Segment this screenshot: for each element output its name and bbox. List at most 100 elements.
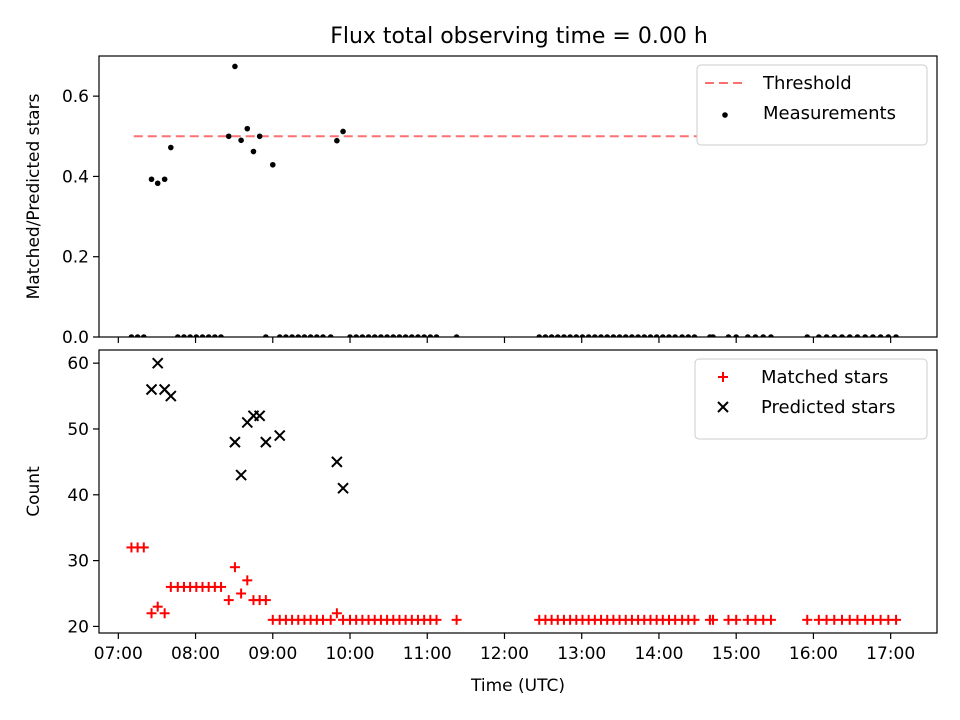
x-tick-label: 14:00	[634, 644, 683, 664]
measurement-point	[232, 63, 238, 70]
legend: Threshold Measurements	[696, 64, 928, 146]
measurement-point	[877, 334, 884, 337]
matched-star-point	[331, 608, 342, 619]
measurement-point	[295, 334, 302, 337]
measurement-point	[585, 334, 592, 337]
measurement-point	[854, 334, 861, 337]
measurement-point	[154, 180, 161, 187]
measurement-point	[256, 133, 263, 140]
matched-star-point	[689, 614, 700, 625]
measurement-point	[839, 334, 845, 337]
measurement-point	[314, 334, 320, 337]
matched-star-point	[765, 614, 776, 625]
measurement-point	[320, 334, 326, 337]
measurement-point	[140, 334, 147, 337]
matched-star-point	[146, 608, 157, 619]
measurement-point	[573, 334, 580, 337]
y-tick-label: 0.2	[62, 248, 89, 268]
measurement-point	[289, 334, 295, 337]
x-tick-label: 15:00	[712, 644, 761, 664]
matched-star-point	[138, 542, 149, 553]
measurement-point	[554, 334, 561, 337]
plot-area	[128, 63, 899, 337]
measurement-point	[433, 334, 440, 337]
count-plot: 20 30 40 50 60 07:00 08:00 09:00 10:00 11:00 12:00…	[24, 349, 938, 696]
measurement-point	[536, 334, 543, 337]
measurement-point	[666, 334, 672, 337]
measurement-point	[263, 334, 269, 337]
x-tick-label: 09:00	[248, 644, 297, 664]
predicted-star-point	[331, 456, 343, 468]
measurement-point	[641, 334, 648, 337]
y-tick-label: 0.6	[62, 87, 89, 107]
measurement-point	[893, 334, 899, 337]
x-tick-label: 08:00	[171, 644, 220, 664]
measurement-point	[205, 334, 212, 337]
measurement-point	[283, 334, 289, 337]
measurement-point	[427, 334, 434, 337]
predicted-star-point	[274, 429, 286, 442]
measurement-point	[710, 334, 716, 337]
matched-star-point	[242, 575, 253, 586]
measurement-point	[725, 334, 732, 337]
measurement-point	[598, 334, 604, 337]
measurement-point	[353, 334, 359, 337]
y-tick-label: 40	[67, 486, 89, 506]
measurement-point	[629, 334, 635, 337]
x-tick-label: 13:00	[557, 644, 606, 664]
measurement-point	[384, 334, 390, 337]
measurement-point	[685, 334, 692, 337]
measurement-point	[327, 334, 334, 337]
matched-star-point	[802, 614, 813, 625]
measurement-point	[733, 334, 739, 337]
legend-label: Matched stars	[761, 367, 888, 388]
legend-label: Measurements	[763, 103, 896, 124]
measurement-point	[307, 334, 314, 337]
measurement-point	[548, 334, 555, 337]
measurement-point	[653, 334, 660, 337]
legend-label: Threshold	[762, 73, 852, 94]
measurement-point	[181, 334, 187, 337]
measurement-point	[453, 334, 460, 337]
y-axis-label: Count	[24, 466, 44, 517]
x-tick-label: 12:00	[480, 644, 529, 664]
y-tick-label: 20	[67, 617, 89, 637]
measurement-point	[752, 334, 759, 337]
matched-star-point	[431, 614, 442, 625]
legend-x-swatch	[717, 401, 729, 413]
predicted-star-point	[260, 436, 272, 448]
measurement-point	[134, 334, 141, 337]
y-tick-label: 30	[67, 552, 89, 572]
measurement-point	[862, 334, 868, 337]
measurement-point	[168, 144, 174, 151]
measurement-point	[187, 334, 193, 337]
measurement-point	[402, 334, 409, 337]
matched-star-point	[152, 601, 163, 612]
measurement-point	[831, 334, 838, 337]
measurement-point	[218, 334, 224, 337]
measurement-point	[238, 137, 244, 144]
predicted-star-point	[253, 410, 266, 422]
y-tick-label: 50	[67, 420, 89, 440]
measurement-point	[340, 128, 346, 135]
measurement-point	[225, 133, 232, 140]
measurement-point	[760, 334, 767, 337]
legend-box	[696, 64, 928, 146]
measurement-point	[347, 334, 353, 337]
predicted-star-point	[165, 390, 177, 402]
legend-label: Predicted stars	[761, 397, 895, 418]
measurement-point	[212, 334, 218, 337]
plot-area	[126, 357, 902, 625]
predicted-star-point	[151, 357, 164, 369]
ratio-plot: 0.0 0.2 0.4 0.6 Matched/Predicted stars Thres…	[24, 55, 938, 348]
y-tick-label: 0.0	[62, 328, 89, 348]
measurement-point	[870, 334, 876, 337]
legend-box	[694, 358, 928, 440]
measurement-point	[616, 334, 623, 337]
x-axis-label: Time (UTC)	[470, 676, 565, 696]
matched-star-point	[216, 581, 227, 592]
measurement-point	[679, 334, 685, 337]
measurement-point	[579, 334, 586, 337]
predicted-star-point	[235, 469, 247, 481]
